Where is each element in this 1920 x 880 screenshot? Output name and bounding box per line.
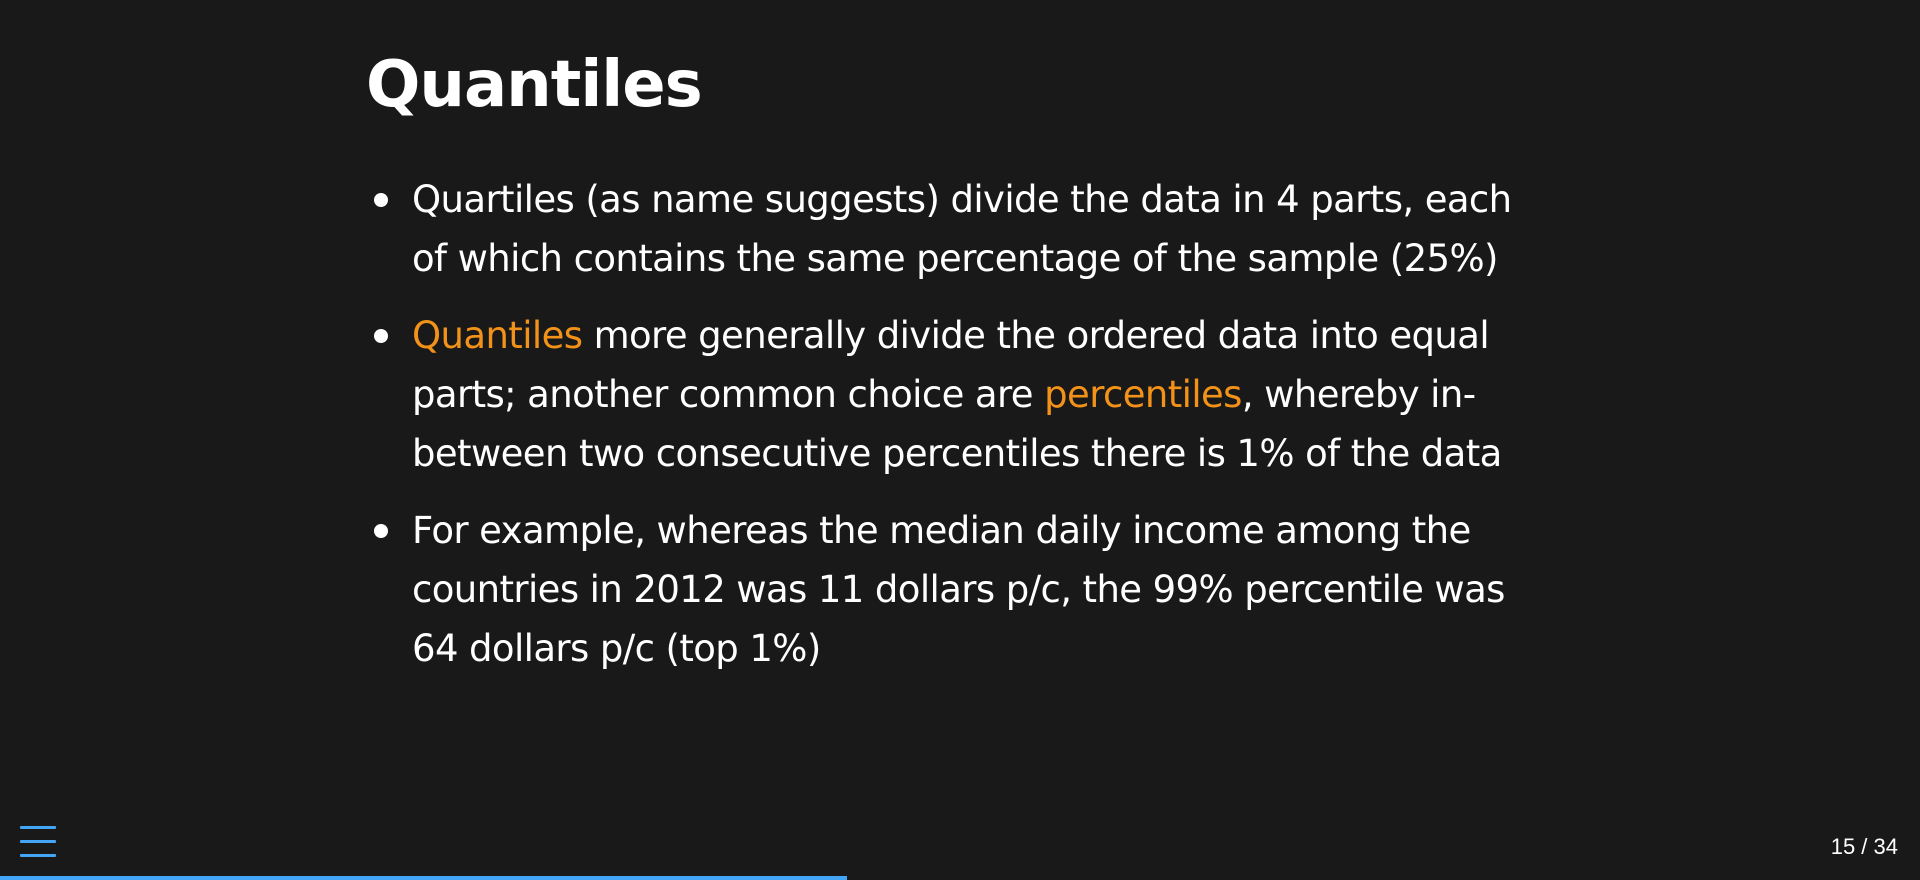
bullet-text: For example, whereas the median daily in… <box>412 509 1505 670</box>
bullet-item: Quartiles (as name suggests) divide the … <box>366 170 1532 288</box>
bullet-list: Quartiles (as name suggests) divide the … <box>366 170 1566 678</box>
progress-bar-fill <box>0 876 848 880</box>
progress-bar[interactable] <box>0 876 1920 880</box>
bullet-dot-icon <box>374 524 388 538</box>
slide-title: Quantiles <box>366 48 703 122</box>
hamburger-menu-icon[interactable] <box>18 824 58 860</box>
bullet-item: Quantiles more generally divide the orde… <box>366 306 1532 483</box>
highlighted-term: percentiles <box>1044 373 1242 416</box>
slide: Quantiles Quartiles (as name suggests) d… <box>366 40 1566 696</box>
bullet-dot-icon <box>374 329 388 343</box>
bullet-dot-icon <box>374 193 388 207</box>
bullet-text: Quartiles (as name suggests) divide the … <box>412 178 1512 280</box>
bullet-item: For example, whereas the median daily in… <box>366 501 1532 678</box>
bullet-text: , whereby in-between two consecutive per… <box>412 373 1502 475</box>
highlighted-term: Quantiles <box>412 314 583 357</box>
slide-number: 15 / 34 <box>1830 834 1898 859</box>
bullet-text: more generally divide the ordered data i… <box>412 314 1490 416</box>
